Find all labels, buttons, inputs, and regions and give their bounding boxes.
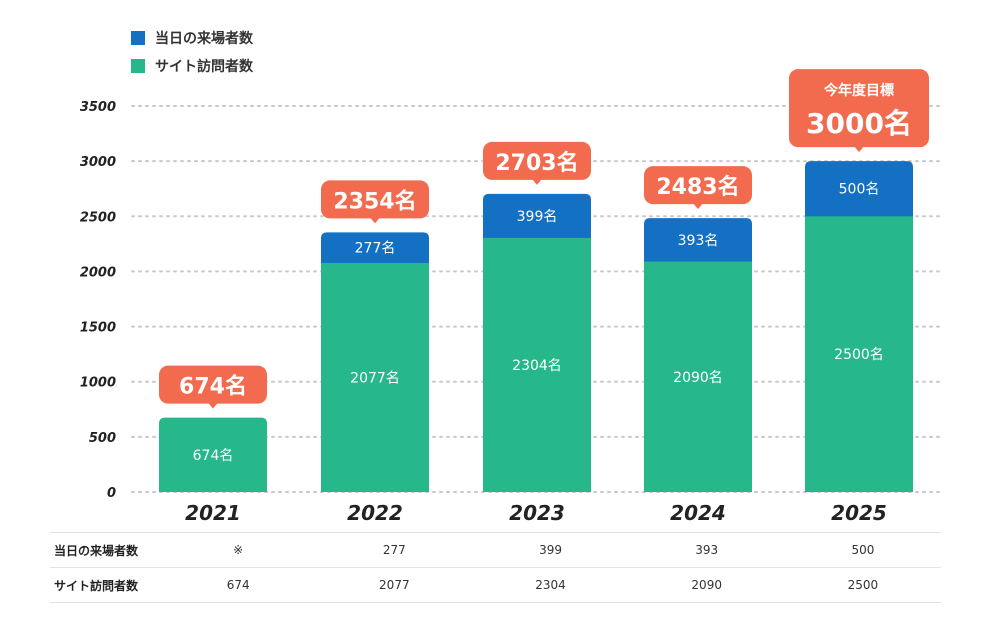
y-tick-label: 1500: [80, 321, 116, 336]
callout-pointer: [532, 178, 542, 185]
bar-value-label: 277名: [355, 241, 396, 257]
y-tick-label: 1000: [80, 376, 116, 391]
bar-value-label: 2304名: [512, 358, 562, 374]
bar-site-visitors: [805, 216, 913, 493]
legend-swatch-site: [131, 59, 145, 73]
bar-value-label: 674名: [193, 448, 234, 464]
x-tick-label: 2021: [185, 501, 241, 525]
bar-site-visitors: [483, 237, 591, 492]
table-cell: 399: [539, 543, 562, 557]
table-cell: 500: [851, 543, 875, 557]
legend-item-venue: 当日の来場者数: [131, 24, 253, 52]
table-cell: 393: [695, 543, 719, 557]
x-tick-label: 2023: [509, 501, 565, 525]
table-cell: ※: [233, 543, 244, 557]
y-tick-label: 3500: [80, 100, 116, 115]
legend-label-venue: 当日の来場者数: [155, 31, 253, 47]
legend-item-site: サイト訪問者数: [131, 52, 253, 80]
table-cell: 277: [382, 543, 406, 557]
bar-value-label: 2090名: [673, 370, 723, 386]
total-label: 2483名: [656, 174, 739, 200]
total-label: 2703名: [495, 150, 578, 176]
bar-value-label: 2077名: [350, 370, 400, 386]
legend-label-site: サイト訪問者数: [155, 59, 253, 75]
legend-swatch-venue: [131, 31, 145, 45]
y-tick-label: 2500: [80, 210, 116, 225]
bar-site-visitors: [321, 262, 429, 492]
y-tick-label: 500: [89, 431, 116, 446]
table-cell: 2304: [535, 578, 566, 592]
callout-pointer: [370, 217, 380, 224]
bar-value-label: 399名: [517, 209, 558, 225]
total-callout: [789, 69, 929, 148]
callout-pointer: [854, 146, 864, 153]
stacked-bar-chart: 0 500 1000 1500 2000 2500 3000 3500 674名 674名 2021…: [80, 69, 943, 525]
bar-site-visitors: [159, 417, 267, 492]
total-callout: [321, 180, 429, 219]
table-cell: 674: [226, 578, 250, 592]
table-cell: 2500: [847, 578, 879, 592]
total-label: 3000名: [806, 107, 912, 140]
total-label: 674名: [179, 374, 247, 400]
callout-pointer: [693, 203, 703, 210]
x-tick-label: 2022: [347, 501, 403, 525]
table-cell: 2077: [379, 578, 410, 592]
table-row-site: サイト訪問者数 674 2077 2304 2090 2500: [50, 567, 941, 603]
row-header-site: サイト訪問者数: [54, 578, 139, 593]
total-callout: [644, 166, 752, 205]
bar-value-label: 500名: [839, 182, 880, 198]
callout-pointer: [208, 402, 218, 409]
bar-site-visitors: [644, 261, 752, 492]
bar-value-label: 393名: [678, 233, 719, 249]
y-tick-label: 0: [107, 486, 116, 501]
data-table: 当日の来場者数 ※ 277 399 393 500 サイト訪問者数 674 20…: [50, 532, 941, 603]
row-header-venue: 当日の来場者数: [54, 543, 139, 558]
x-tick-label: 2024: [670, 501, 726, 525]
total-label: 2354名: [333, 188, 416, 214]
legend: 当日の来場者数 サイト訪問者数: [131, 24, 253, 80]
table-row-venue: 当日の来場者数 ※ 277 399 393 500: [50, 532, 941, 567]
x-tick-label: 2025: [831, 501, 887, 525]
total-callout: [159, 365, 267, 404]
total-callout: [483, 141, 591, 180]
target-caption: 今年度目標: [823, 82, 894, 99]
bar-value-label: 2500名: [834, 347, 884, 363]
y-tick-label: 3000: [80, 155, 116, 170]
table-cell: 2090: [691, 578, 722, 592]
y-tick-label: 2000: [80, 265, 116, 280]
